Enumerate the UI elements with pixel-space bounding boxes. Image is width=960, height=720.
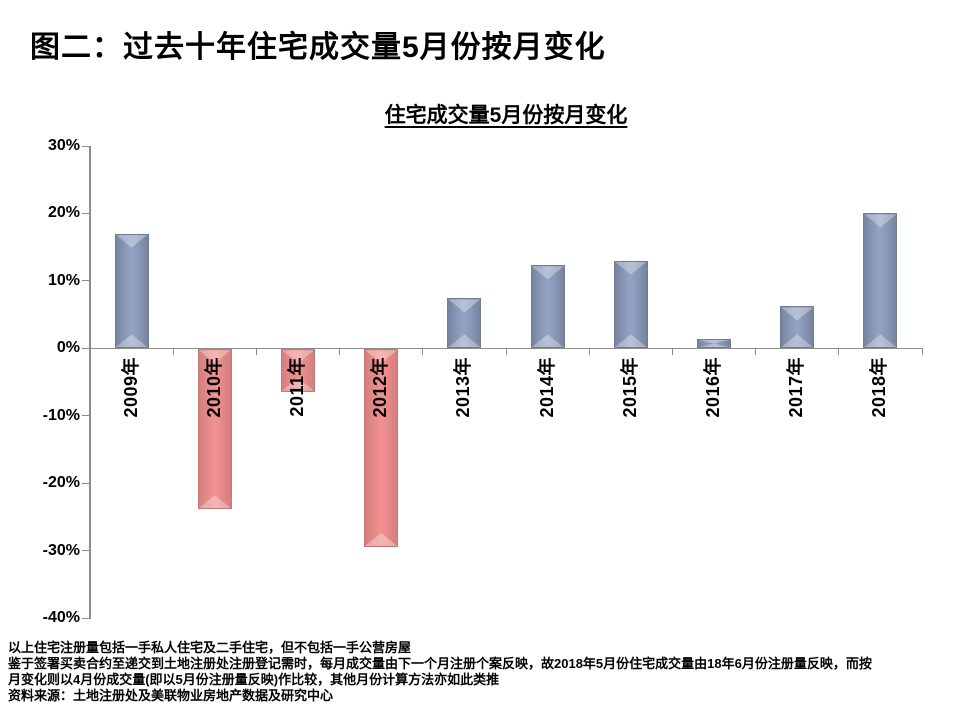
bar-bevel-bottom: [781, 334, 814, 348]
y-axis-tick: [82, 347, 89, 349]
footnote-line: 资料来源：土地注册处及美联物业房地产数据及研究中心: [8, 688, 334, 703]
bar-bevel-bottom: [614, 334, 647, 348]
x-axis-tick: [505, 349, 507, 356]
x-axis-tick: [588, 349, 590, 356]
y-axis-label: 20%: [47, 204, 80, 222]
x-axis-tick: [422, 349, 424, 356]
bar-2010年: [197, 349, 232, 510]
x-axis-tick: [921, 349, 923, 356]
footnote-line: 鉴于签署买卖合约至递交到土地注册处注册登记需时，每月成交量由下一个月注册个案反映…: [8, 656, 872, 671]
bar-2014年: [530, 265, 565, 349]
chart-title: 住宅成交量5月份按月变化: [384, 104, 628, 127]
y-axis-label: -20%: [42, 474, 80, 492]
footnote-line: 月变化则以4月份成交量(即以5月份注册量反映)作比较，其他月份计算方法亦如此类推: [8, 672, 500, 687]
x-axis-tick: [838, 349, 840, 356]
bar-bevel-top: [781, 307, 814, 321]
x-axis-label-2010年: 2010年: [203, 357, 224, 418]
y-axis-tick: [82, 550, 89, 552]
x-axis-tick: [89, 349, 91, 356]
bar-bevel-bottom: [531, 334, 564, 348]
bar-2012年: [364, 349, 399, 547]
bar-bevel-top: [698, 339, 730, 344]
bar-bevel-top: [115, 234, 148, 248]
footnote-line: 以上住宅注册量包括一手私人住宅及二手住宅，但不包括一手公营房屋: [8, 640, 412, 655]
bar-bevel-bottom: [115, 334, 148, 348]
footnotes: 以上住宅注册量包括一手私人住宅及二手住宅，但不包括一手公营房屋 鉴于签署买卖合约…: [8, 640, 954, 704]
x-axis-line: [89, 347, 923, 350]
x-axis-label-2016年: 2016年: [703, 357, 723, 418]
x-axis-label-2015年: 2015年: [619, 357, 640, 418]
page-title: 图二：过去十年住宅成交量5月份按月变化: [30, 31, 606, 64]
bar-bevel-top: [448, 299, 481, 313]
bar-bevel-top: [531, 266, 564, 280]
x-axis-tick: [172, 349, 174, 356]
y-axis-label: -30%: [42, 541, 80, 559]
bar-bevel-bottom: [198, 495, 231, 509]
bar-bevel-bottom: [448, 334, 481, 348]
x-axis-tick: [255, 349, 257, 356]
y-axis-tick: [82, 145, 89, 147]
bar-2015年: [613, 260, 648, 349]
x-axis-label-2018年: 2018年: [869, 357, 890, 418]
bar-2009年: [114, 233, 149, 349]
bar-bevel-top: [864, 214, 897, 228]
bar-2016年: [697, 338, 731, 349]
x-axis-tick: [671, 349, 673, 356]
x-axis-label-2013年: 2013年: [453, 357, 474, 418]
y-axis-label: 10%: [47, 271, 80, 289]
y-axis-line: [89, 146, 91, 619]
bar-2017年: [780, 306, 815, 349]
y-axis-tick: [82, 482, 89, 484]
bar-2013年: [447, 298, 482, 349]
x-axis-tick: [755, 349, 757, 356]
y-axis-tick: [82, 212, 89, 214]
bar-bevel-bottom: [698, 343, 730, 348]
x-axis-label-2014年: 2014年: [536, 357, 557, 418]
bar-bevel-bottom: [864, 334, 897, 348]
x-axis-label-2009年: 2009年: [120, 357, 141, 418]
x-axis-tick: [339, 349, 341, 356]
bar-bevel-top: [614, 261, 647, 275]
y-axis-tick: [82, 617, 89, 619]
x-axis-label-2012年: 2012年: [370, 357, 391, 418]
y-axis-label: 0%: [56, 339, 80, 357]
y-axis-label: 30%: [47, 137, 80, 154]
bar-2018年: [863, 213, 898, 349]
y-axis-tick: [82, 415, 89, 417]
y-axis-label: -10%: [42, 406, 80, 424]
y-axis-tick: [82, 280, 89, 282]
y-axis-label: -40%: [42, 609, 80, 626]
bar-bevel-bottom: [365, 532, 398, 546]
x-axis-label-2017年: 2017年: [786, 357, 807, 418]
bar-2011年: [281, 349, 315, 392]
x-axis-label-2011年: 2011年: [287, 357, 307, 417]
